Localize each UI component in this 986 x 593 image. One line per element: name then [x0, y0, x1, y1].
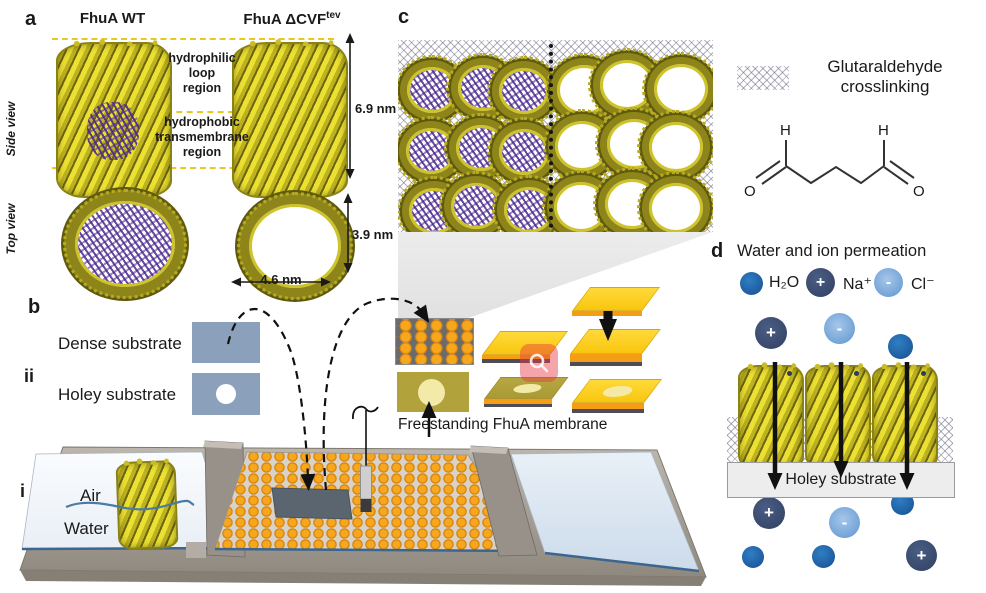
magnifier-glyph — [529, 353, 549, 373]
protein-at-interface — [115, 459, 179, 551]
water-molecule — [888, 334, 913, 359]
chem-h-left: H — [780, 122, 791, 139]
fhua-wt-title: FhuA WT — [79, 10, 146, 27]
membrane-barrel-2 — [805, 358, 871, 469]
freestanding-membrane-window — [418, 379, 445, 406]
water-molecule — [812, 545, 835, 568]
freestanding-membrane-graphic — [397, 372, 469, 412]
membrane-on-holey-substrate-tile — [484, 377, 569, 407]
chloride-ion: - — [824, 313, 855, 344]
crosslink-pattern-swatch — [737, 66, 789, 90]
open-pore-fhua-topview — [637, 171, 713, 232]
membrane-barrel-1 — [738, 358, 804, 469]
pore-dimension-label: 3.9 nm — [352, 227, 394, 242]
wt-topview-cork — [78, 204, 172, 284]
chem-o-right: O — [913, 183, 925, 200]
loop-dot — [854, 371, 859, 376]
sodium-ion: + — [753, 497, 785, 529]
wt-cork-domain — [87, 101, 139, 160]
freestanding-membrane-label: Freestanding FhuA membrane — [398, 416, 608, 433]
fhua-wt-sideview-structure — [56, 35, 172, 198]
trough-barrier-right — [469, 445, 538, 557]
membrane-on-dense-substrate-tile — [482, 331, 569, 363]
panel-b-ii-label: ii — [24, 366, 35, 386]
panel-d-label: d — [711, 240, 724, 262]
dipped-substrate — [271, 487, 353, 520]
chem-h-right: H — [878, 122, 889, 139]
water-legend-label: H₂O — [769, 274, 800, 291]
membrane-window — [510, 383, 545, 394]
gold-layer-tile — [572, 287, 661, 316]
holey-substrate-box: Holey substrate — [727, 462, 955, 498]
stacked-dense-device-tile — [570, 329, 661, 366]
membrane-barrel-3 — [872, 358, 938, 469]
cork-domain — [454, 186, 498, 226]
crosslink-legend-text: Glutaraldehyde crosslinking — [827, 57, 943, 96]
device-membrane-window — [600, 386, 637, 397]
sodium-ion: + — [906, 540, 937, 571]
stacked-holey-device-tile — [572, 379, 663, 413]
magnifier-watermark-icon — [520, 344, 558, 382]
sodium-ion-legend-icon: + — [806, 268, 835, 297]
cork-domain — [502, 71, 546, 111]
cork-domain — [502, 132, 546, 172]
panel-a-label: a — [25, 8, 37, 30]
water-molecule-legend-icon — [740, 272, 763, 295]
water-molecule — [742, 546, 764, 568]
height-dimension-label: 6.9 nm — [355, 101, 397, 116]
trough-right-well — [510, 451, 700, 573]
fhua-wt-topview-structure — [63, 189, 187, 299]
loop-dot — [921, 371, 926, 376]
dense-substrate-label: Dense substrate — [58, 334, 182, 353]
hydrophobic-region-text: hydrophobic transmembrane region — [155, 115, 249, 159]
panel-d-title: Water and ion permeation — [737, 242, 927, 260]
crosslinked-membrane-array — [398, 40, 713, 232]
holey-substrate-box-label: Holey substrate — [785, 471, 897, 488]
fhua-mutant-title-base: FhuA ΔCVF — [243, 11, 327, 28]
membrane-divider-dotted-line — [549, 44, 553, 228]
dashed-line-bottom — [52, 167, 334, 169]
chloride-ion-legend-icon: - — [874, 268, 903, 297]
membrane-on-substrate-patch — [395, 318, 474, 365]
panel-b-label: b — [28, 296, 41, 318]
chem-o-left: O — [744, 183, 756, 200]
holey-substrate-label: Holey substrate — [58, 385, 177, 404]
panel-i-label: i — [20, 481, 26, 501]
hydrophilic-region-text: hydrophilic loop region — [168, 51, 236, 95]
fhua-mutant-title: FhuA ΔCVFtev — [232, 10, 352, 28]
panel-c-label: c — [398, 6, 410, 28]
water-label: Water — [64, 519, 109, 538]
loop-dot — [787, 371, 792, 376]
sodium-legend-label: Na⁺ — [843, 276, 872, 293]
chloride-ion: - — [829, 507, 860, 538]
air-label: Air — [80, 486, 101, 505]
fhua-mutant-title-sup: tev — [326, 10, 341, 21]
sodium-ion: + — [755, 317, 787, 349]
chloride-legend-label: Cl⁻ — [911, 276, 935, 293]
dashed-line-top — [52, 38, 334, 40]
dashed-line-mid — [166, 111, 234, 113]
